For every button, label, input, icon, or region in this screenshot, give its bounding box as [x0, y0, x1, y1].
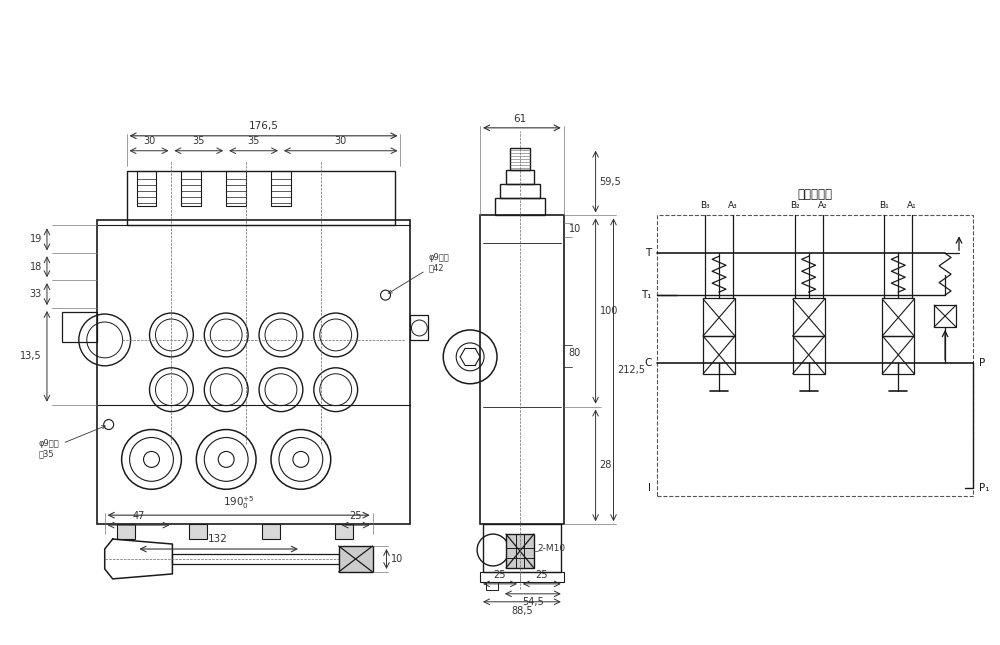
Bar [137, 171, 156, 206]
Bar [934, 305, 956, 327]
Bar [262, 524, 280, 539]
Bar [793, 336, 825, 374]
Text: 212,5: 212,5 [617, 365, 645, 375]
Bar [882, 298, 914, 336]
Text: 80: 80 [569, 348, 581, 358]
Text: 2-M10: 2-M10 [538, 544, 566, 553]
Bar [117, 524, 135, 539]
Text: B₃: B₃ [700, 201, 710, 210]
Text: 35: 35 [247, 135, 260, 146]
Bar [335, 524, 353, 539]
Bar [506, 534, 534, 568]
Text: A₃: A₃ [728, 201, 738, 210]
Text: 61: 61 [513, 114, 527, 124]
Text: 176,5: 176,5 [249, 121, 278, 131]
Bar [410, 315, 428, 340]
Text: 25: 25 [494, 570, 506, 580]
Bar [510, 148, 530, 170]
Bar [271, 171, 291, 206]
Bar [480, 572, 564, 582]
Bar [657, 215, 973, 496]
Text: C: C [644, 358, 651, 368]
Bar [339, 546, 373, 572]
Text: 59,5: 59,5 [600, 177, 621, 186]
Text: 33: 33 [30, 289, 42, 299]
Text: T₁: T₁ [641, 290, 651, 300]
Bar [189, 524, 207, 539]
Text: 54,5: 54,5 [522, 597, 544, 607]
Text: 19: 19 [30, 234, 42, 244]
Text: T: T [645, 248, 651, 258]
Bar [127, 171, 395, 225]
Bar [486, 582, 498, 590]
Text: A₂: A₂ [818, 201, 827, 210]
Text: 30: 30 [143, 135, 155, 146]
Bar [480, 215, 564, 524]
Bar [703, 336, 735, 374]
Text: A₁: A₁ [907, 201, 917, 210]
Bar [793, 298, 825, 336]
Text: 25: 25 [349, 511, 362, 521]
Bar [500, 184, 540, 197]
Text: 47: 47 [132, 511, 145, 521]
Bar [483, 524, 561, 572]
Bar [506, 170, 534, 184]
Text: B₁: B₁ [879, 201, 889, 210]
Text: 液压原理图: 液压原理图 [798, 188, 833, 201]
Text: 18: 18 [30, 262, 42, 272]
Text: 28: 28 [600, 461, 612, 470]
Bar [703, 298, 735, 336]
Text: 30: 30 [335, 135, 347, 146]
Bar [172, 554, 339, 564]
Text: 100: 100 [600, 306, 618, 316]
Bar [882, 336, 914, 374]
Bar [97, 221, 410, 524]
Text: 13,5: 13,5 [20, 352, 42, 361]
Text: P₁: P₁ [979, 483, 989, 493]
Text: B₂: B₂ [790, 201, 800, 210]
Text: 25: 25 [536, 570, 548, 580]
Bar [495, 197, 545, 215]
Text: 190$^{+5}_{0}$: 190$^{+5}_{0}$ [223, 494, 255, 511]
Text: φ9螺孔
深35: φ9螺孔 深35 [39, 426, 105, 459]
Text: 132: 132 [208, 534, 228, 544]
Text: 88,5: 88,5 [511, 606, 533, 616]
Text: 10: 10 [569, 224, 581, 234]
Bar [181, 171, 201, 206]
Text: 35: 35 [193, 135, 205, 146]
Bar [226, 171, 246, 206]
Text: P: P [979, 358, 985, 368]
Text: φ9螺孔
深42: φ9螺孔 深42 [389, 253, 449, 293]
Text: I: I [648, 483, 651, 493]
Text: 10: 10 [390, 554, 403, 564]
Bar [62, 312, 97, 342]
